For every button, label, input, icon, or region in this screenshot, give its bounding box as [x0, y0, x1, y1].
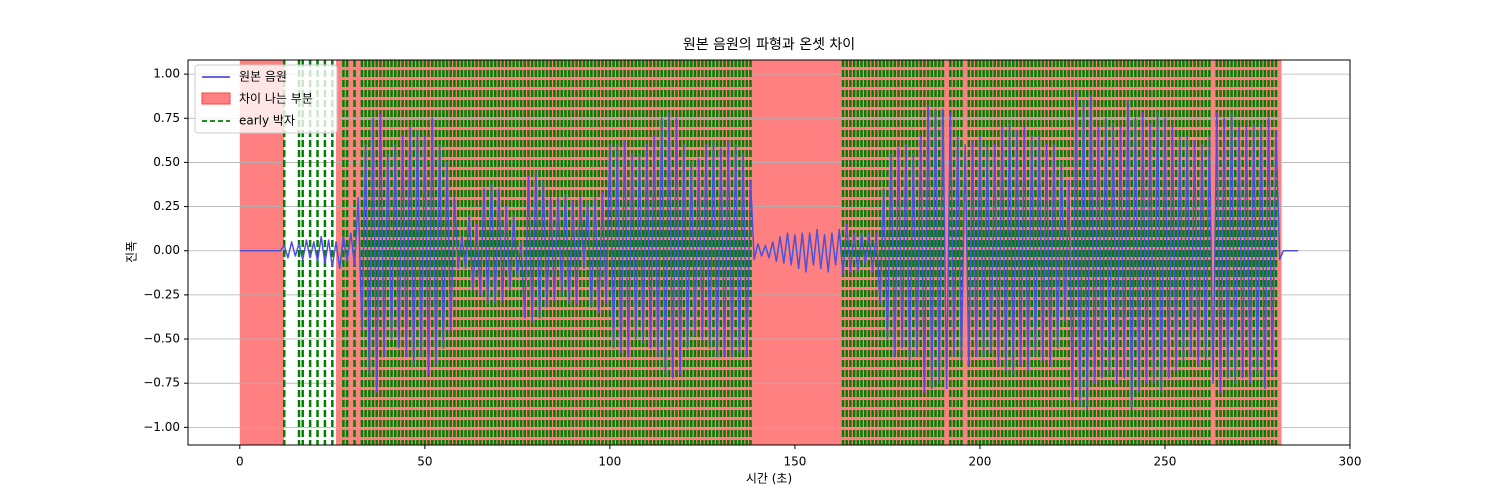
legend-label: early 박자	[239, 114, 295, 128]
legend-swatch	[201, 92, 231, 105]
x-tick-label: 100	[598, 455, 621, 469]
x-tick-label: 300	[1339, 455, 1362, 469]
x-tick-label: 0	[236, 455, 244, 469]
plot-area	[188, 60, 1350, 445]
plot-frame	[187, 59, 1351, 446]
y-axis-label: 진폭	[125, 241, 139, 263]
y-tick-label: −1.00	[143, 420, 180, 434]
y-tick-label: 0.75	[153, 111, 180, 125]
x-tick-label: 150	[783, 455, 806, 469]
y-tick-label: 0.25	[153, 199, 180, 213]
legend-box	[194, 64, 338, 134]
legend-label: 원본 음원	[239, 70, 287, 84]
y-tick-label: −0.25	[143, 287, 180, 301]
chart-title: 원본 음원의 파형과 온셋 차이	[683, 37, 855, 53]
x-tick-label: 50	[417, 455, 432, 469]
legend-label: 차이 나는 부분	[239, 92, 313, 106]
y-tick-label: −0.50	[143, 332, 180, 346]
waveform	[239, 91, 1299, 411]
y-tick-label: −0.75	[143, 376, 180, 390]
x-axis-label: 시간 (초)	[746, 472, 792, 486]
x-tick-label: 250	[1154, 455, 1177, 469]
y-tick-label: 1.00	[153, 67, 180, 81]
y-tick-label: 0.00	[153, 243, 180, 257]
x-tick-label: 200	[968, 455, 991, 469]
y-tick-label: 0.50	[153, 155, 180, 169]
